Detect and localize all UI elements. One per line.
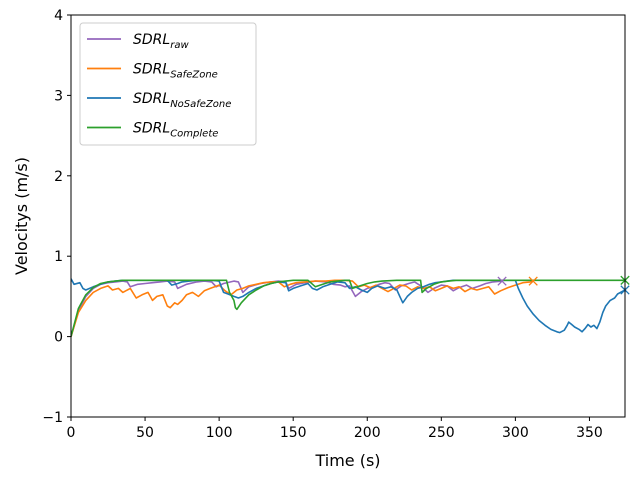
end-marker-raw [497, 276, 507, 286]
x-tick-label: 300 [502, 425, 529, 441]
legend-label: SDRLSafeZone [133, 62, 218, 81]
x-axis-label: Time (s) [314, 451, 380, 470]
x-tick-label: 250 [428, 425, 455, 441]
x-tick-label: 200 [354, 425, 381, 441]
y-tick-label: 0 [54, 330, 63, 346]
y-tick-label: 3 [54, 88, 63, 104]
y-axis-label: Velocitys (m/s) [12, 157, 31, 275]
y-tick-label: 4 [54, 8, 63, 24]
series-layer [71, 278, 625, 337]
series-line-safezone [71, 279, 534, 337]
x-axis-ticks: 0 50 100 150 200 250 300 350 [67, 417, 603, 441]
y-tick-label: 2 [54, 169, 63, 185]
legend-label: SDRLraw [133, 32, 189, 51]
x-tick-label: 100 [206, 425, 233, 441]
series-line-raw [71, 280, 503, 337]
y-axis-ticks: −1 0 1 2 3 4 [42, 8, 71, 426]
y-tick-label: −1 [42, 410, 63, 426]
plot-frame [70, 14, 626, 418]
legend: SDRLraw SDRLSafeZone SDRLNoSafeZone SDRLCom… [79, 22, 257, 146]
legend-label: SDRLComplete [133, 121, 218, 140]
series-line-nosafezone [71, 278, 625, 334]
series-line-complete [71, 279, 625, 337]
legend-box [79, 22, 257, 146]
y-tick-label: 1 [54, 249, 63, 265]
x-tick-label: 350 [576, 425, 603, 441]
legend-label: SDRLNoSafeZone [133, 91, 231, 110]
x-tick-label: 0 [67, 425, 76, 441]
x-tick-label: 50 [136, 425, 154, 441]
x-tick-label: 150 [280, 425, 307, 441]
end-marker-safezone [528, 276, 538, 286]
